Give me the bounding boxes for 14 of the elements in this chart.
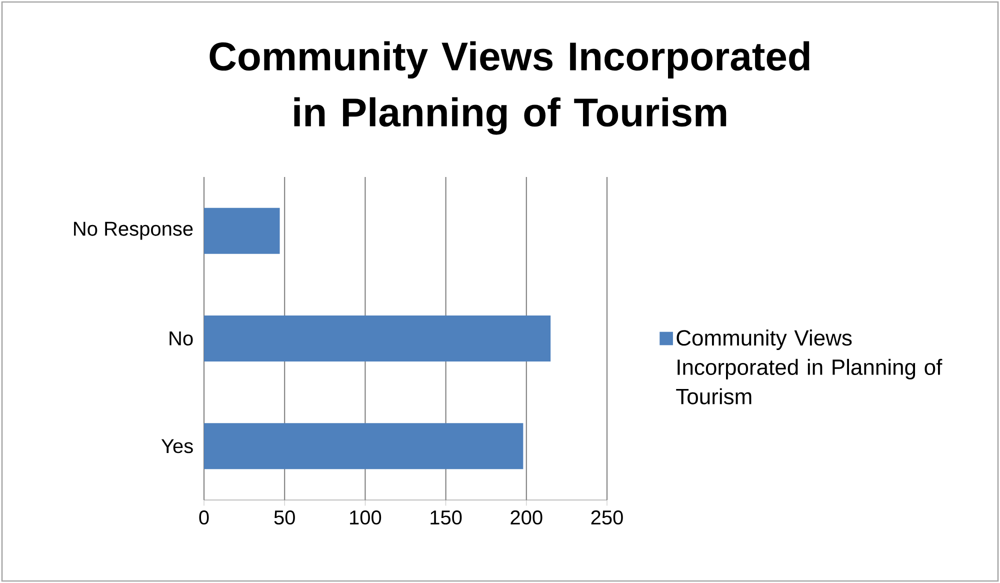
chart-title: Community Views Incorporated in Planning of Tourism <box>210 41 810 135</box>
x-tick-label: 250 <box>591 510 623 525</box>
bar <box>204 316 551 362</box>
bar <box>204 423 524 470</box>
x-tick-label: 100 <box>350 510 382 525</box>
legend-label: Community Views Incorporated in Planning of Tourism <box>676 330 942 404</box>
bar <box>204 208 280 254</box>
y-tick-label: Yes <box>161 439 193 454</box>
y-tick-label: No Response <box>74 222 193 240</box>
x-tick-label: 0 <box>199 510 209 525</box>
x-tick-label: 150 <box>430 510 462 525</box>
y-tick-label: No <box>170 332 193 346</box>
x-tick-label: 50 <box>274 510 295 525</box>
x-tick-label: 200 <box>510 510 542 525</box>
